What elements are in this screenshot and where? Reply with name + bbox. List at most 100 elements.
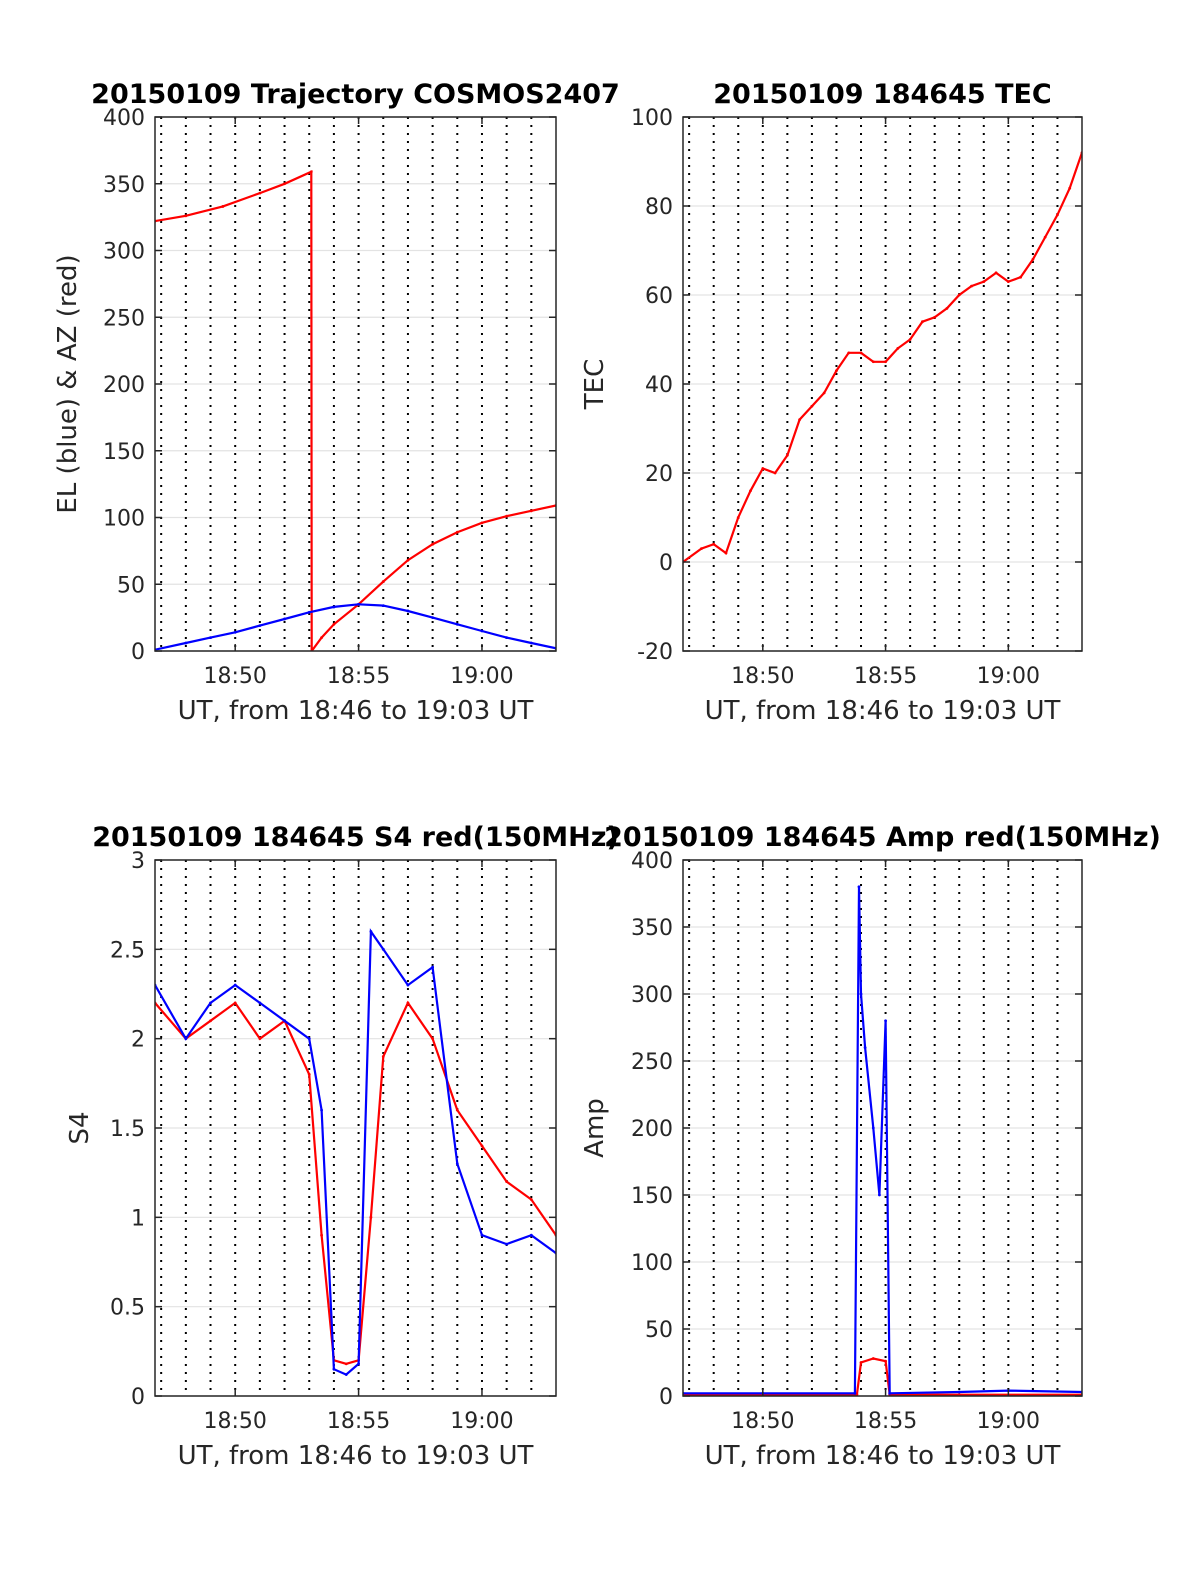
x-tick-label: 19:00 xyxy=(450,1409,513,1434)
data-point xyxy=(209,1001,212,1005)
data-point xyxy=(184,641,188,645)
y-tick-label: 400 xyxy=(631,849,673,874)
x-tick-label: 18:55 xyxy=(327,664,390,689)
chart-title: 20150109 184645 TEC xyxy=(713,79,1052,110)
data-point xyxy=(822,391,826,395)
y-tick-label: 40 xyxy=(645,373,673,398)
y-tick-label: 2 xyxy=(131,1028,145,1053)
y-tick-label: 200 xyxy=(103,373,145,398)
data-point xyxy=(529,641,533,645)
data-point xyxy=(785,453,789,457)
data-point xyxy=(480,1144,484,1148)
data-point xyxy=(878,1193,881,1197)
y-tick-label: 20 xyxy=(645,462,673,487)
data-point xyxy=(773,471,777,475)
data-point xyxy=(529,1233,533,1237)
data-point xyxy=(871,1357,875,1360)
x-tick-label: 19:00 xyxy=(977,1409,1040,1434)
data-point xyxy=(406,558,410,562)
data-point xyxy=(884,1359,887,1363)
y-tick-label: 3 xyxy=(131,849,145,874)
data-point xyxy=(871,360,875,364)
x-axis-label: UT, from 18:46 to 19:03 UT xyxy=(705,696,1061,726)
data-point xyxy=(283,1019,286,1023)
x-tick-label: 18:50 xyxy=(731,664,794,689)
data-point xyxy=(184,1037,188,1041)
series-line-2 xyxy=(683,886,1082,1395)
data-point xyxy=(505,636,509,640)
data-point xyxy=(381,604,385,608)
data-point xyxy=(431,616,435,620)
data-point xyxy=(184,214,188,218)
data-point xyxy=(970,284,973,288)
y-tick-label: 50 xyxy=(117,573,145,598)
chart-title: 20150109 184645 S4 red(150MHz) xyxy=(92,822,619,853)
x-tick-label: 18:55 xyxy=(854,664,917,689)
data-point xyxy=(455,530,459,534)
y-tick-label: -20 xyxy=(637,640,673,665)
data-point xyxy=(835,369,838,373)
data-point xyxy=(344,1373,348,1376)
x-tick-label: 18:50 xyxy=(203,1409,266,1434)
y-tick-label: 1.5 xyxy=(110,1117,145,1142)
data-point xyxy=(258,624,262,628)
data-point xyxy=(1019,275,1023,279)
data-point xyxy=(749,489,752,493)
data-point xyxy=(406,609,410,613)
data-point xyxy=(736,516,740,519)
data-point xyxy=(283,617,286,621)
data-point xyxy=(1056,213,1059,217)
series-line-2 xyxy=(155,928,556,1376)
data-point xyxy=(480,521,484,525)
data-point xyxy=(307,1073,311,1076)
data-point xyxy=(712,542,716,546)
chart-panel-4: 0 50 100 150 200 250 300 350 400 18:50 18:55 19:00 2… xyxy=(580,822,1161,1471)
data-point xyxy=(859,351,863,355)
data-point xyxy=(455,1108,459,1112)
y-tick-label: 400 xyxy=(103,106,145,131)
data-point xyxy=(933,315,937,319)
data-point xyxy=(480,1233,484,1237)
data-point xyxy=(381,580,385,583)
y-tick-label: 50 xyxy=(645,1318,673,1343)
chart-panel-1: 0 50 100 150 200 250 300 350 400 18:50 18:55 19:00 2… xyxy=(53,79,620,726)
x-tick-label: 19:00 xyxy=(450,664,513,689)
data-point xyxy=(455,622,459,626)
data-point xyxy=(908,338,912,341)
x-axis-label: UT, from 18:46 to 19:03 UT xyxy=(705,1441,1061,1471)
y-tick-label: 300 xyxy=(103,240,145,265)
chart-title: 20150109 184645 Amp red(150MHz) xyxy=(604,822,1161,853)
y-tick-label: 150 xyxy=(103,440,145,465)
data-point xyxy=(332,622,336,626)
y-axis-label: Amp xyxy=(580,1098,610,1158)
data-point xyxy=(233,1001,237,1005)
data-point xyxy=(529,1198,533,1201)
data-point xyxy=(357,1362,360,1366)
data-point xyxy=(332,1367,336,1371)
data-point xyxy=(381,1055,385,1058)
data-point xyxy=(369,930,373,933)
chart-title: 20150109 Trajectory COSMOS2407 xyxy=(91,79,620,110)
data-point xyxy=(307,1037,311,1041)
series-line-1 xyxy=(155,169,556,651)
y-tick-label: 0 xyxy=(659,1385,673,1410)
y-tick-label: 0 xyxy=(131,1385,145,1410)
data-point xyxy=(857,885,861,889)
data-point xyxy=(320,1108,323,1112)
data-point xyxy=(888,1391,892,1395)
data-point xyxy=(505,1242,509,1246)
data-point xyxy=(724,551,728,555)
y-tick-label: 150 xyxy=(631,1184,673,1209)
data-point xyxy=(431,542,435,546)
data-point xyxy=(406,1001,410,1005)
data-point xyxy=(957,1390,961,1394)
data-point xyxy=(810,404,814,408)
data-point xyxy=(233,630,237,634)
data-point xyxy=(853,1391,857,1395)
data-point xyxy=(529,509,533,513)
data-point xyxy=(945,306,949,310)
y-axis-label: EL (blue) & AZ (red) xyxy=(53,254,83,513)
chart-panel-2: -20 0 20 40 60 80 100 18:50 18:55 19:00 20150109 1… xyxy=(580,79,1083,726)
y-tick-label: 250 xyxy=(103,306,145,331)
